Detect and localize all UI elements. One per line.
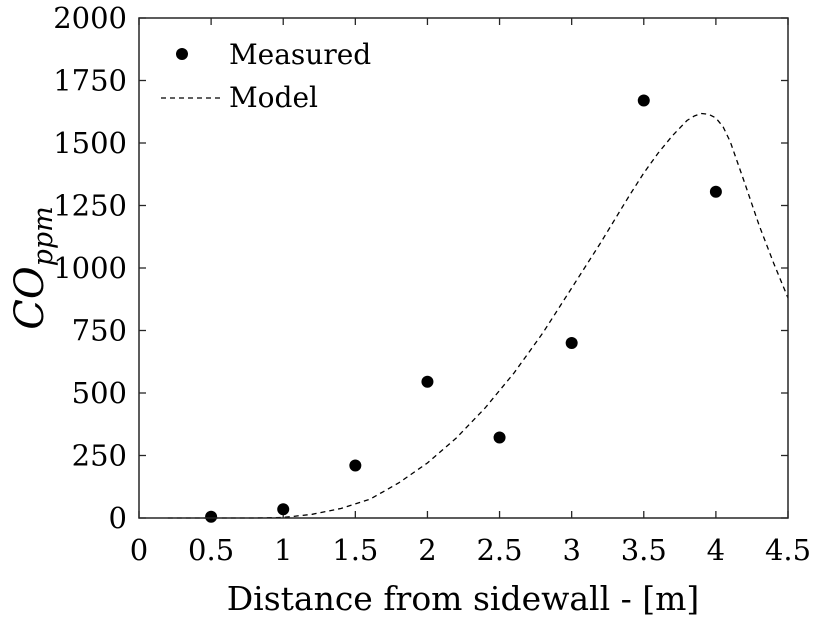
- x-tick-label: 1: [274, 533, 292, 567]
- x-tick-label: 4: [707, 533, 725, 567]
- y-tick-label: 1000: [53, 251, 127, 285]
- data-point-measured: [637, 94, 650, 107]
- data-point-measured: [493, 431, 506, 444]
- x-tick-label: 0: [130, 533, 148, 567]
- data-point-measured: [565, 337, 578, 349]
- y-axis: 0 250 500 750 1000 1250 1500 1750 2000: [53, 1, 788, 535]
- data-point-measured: [205, 510, 218, 523]
- y-axis-label: COppm: [7, 206, 59, 330]
- data-point-measured: [277, 503, 290, 516]
- legend: Measured Model: [161, 38, 371, 114]
- y-tick-label: 1500: [53, 126, 127, 160]
- data-point-measured: [709, 185, 722, 198]
- data-point-measured: [349, 459, 362, 472]
- series-layer: [167, 94, 789, 523]
- y-tick-label: 2000: [53, 1, 127, 35]
- x-axis: 0 0.5 1 1.5 2 2.5 3 3.5 4 4.5: [130, 18, 811, 567]
- y-tick-label: 1750: [53, 64, 127, 98]
- x-tick-label: 0.5: [188, 533, 234, 567]
- x-tick-label: 4.5: [765, 533, 811, 567]
- x-axis-label: Distance from sidewall - [m]: [227, 579, 700, 618]
- x-tick-label: 3.5: [621, 533, 667, 567]
- x-tick-label: 2: [418, 533, 436, 567]
- y-tick-label: 0: [109, 501, 127, 535]
- y-tick-label: 1250: [53, 189, 127, 223]
- legend-marker-measured: [176, 48, 188, 60]
- series-line-model: [167, 112, 789, 519]
- y-tick-label: 250: [72, 439, 127, 473]
- plot-frame: [138, 17, 789, 519]
- x-tick-label: 3: [562, 533, 580, 567]
- y-axis-label-main: CO: [7, 266, 53, 329]
- y-axis-label-subscript: ppm: [28, 206, 59, 266]
- x-tick-label: 1.5: [332, 533, 378, 567]
- y-tick-label: 500: [72, 376, 127, 410]
- legend-label-measured: Measured: [229, 38, 371, 71]
- y-tick-label: 750: [72, 314, 127, 348]
- x-tick-label: 2.5: [476, 533, 522, 567]
- data-point-measured: [421, 375, 434, 388]
- legend-label-model: Model: [229, 81, 318, 114]
